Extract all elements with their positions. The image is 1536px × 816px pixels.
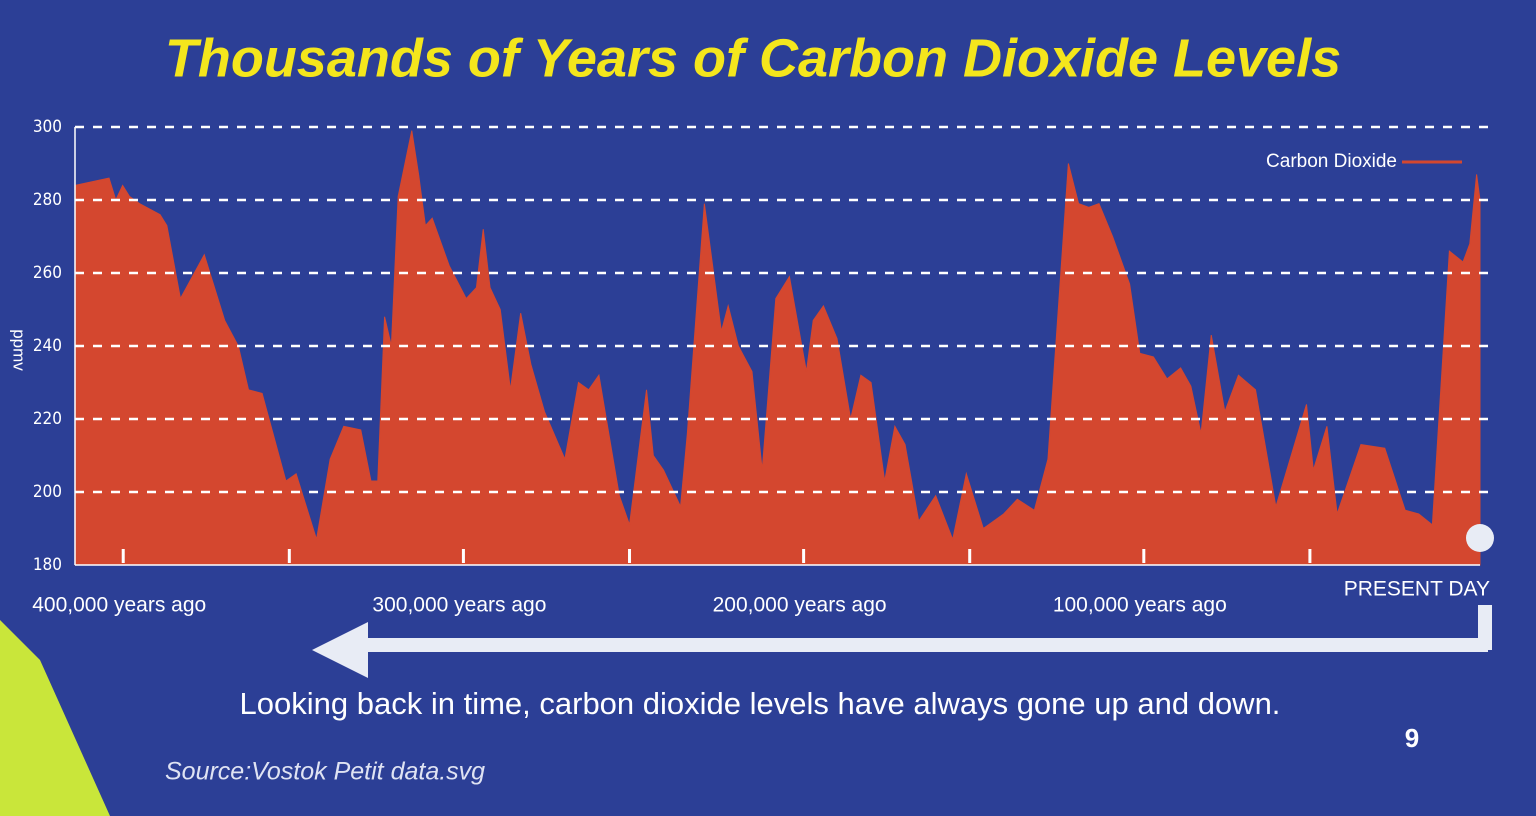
caption: Looking back in time, carbon dioxide lev…: [240, 686, 1281, 721]
x-tick-label: 100,000 years ago: [1053, 594, 1227, 617]
source: Source:Vostok Petit data.svg: [165, 758, 485, 786]
time-arrow-head: [312, 622, 368, 678]
corner-decoration: [0, 620, 110, 816]
time-arrow-stop: [1478, 605, 1492, 650]
legend-label: Carbon Dioxide: [1266, 151, 1397, 172]
y-tick-label: 240: [33, 336, 62, 356]
y-tick-label: 200: [33, 482, 62, 502]
page-number: 9: [1405, 723, 1419, 753]
x-tick-label: 300,000 years ago: [372, 594, 546, 617]
chart-title: Thousands of Years of Carbon Dioxide Lev…: [165, 28, 1341, 88]
area: [74, 130, 1481, 566]
y-axis-label: ppmv: [10, 329, 29, 371]
time-arrow-shaft: [350, 638, 1488, 652]
x-tick-label: 400,000 years ago: [32, 594, 206, 617]
x-tick: [1466, 524, 1494, 552]
plot-area: 180 200 220 240 260 280 300 400,000 years ago 30…: [32, 117, 1494, 678]
y-tick-label: 180: [33, 555, 62, 575]
y-tick-label: 220: [33, 409, 62, 429]
y-tick-label: 260: [33, 263, 62, 283]
y-tick-label: 300: [33, 117, 62, 137]
x-tick-label: PRESENT DAY: [1344, 578, 1490, 601]
x-tick-label: 200,000 years ago: [713, 594, 887, 617]
y-tick-label: 280: [33, 190, 62, 210]
